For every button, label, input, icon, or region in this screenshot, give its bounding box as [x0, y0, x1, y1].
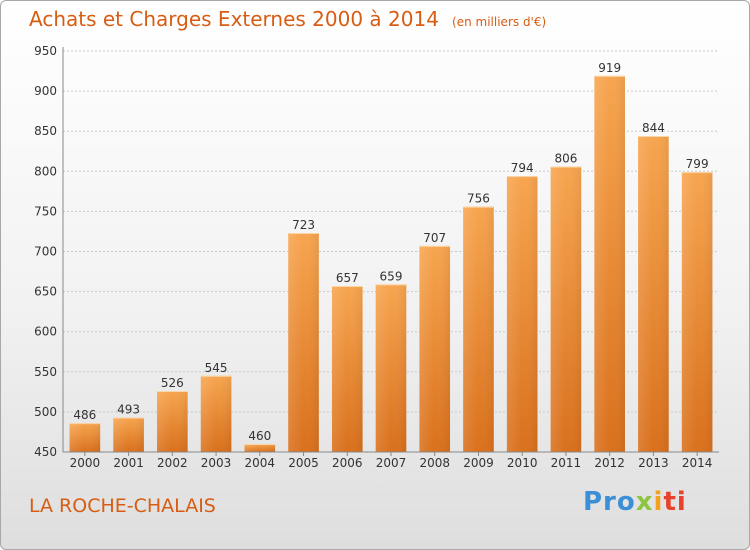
bar-shade-2014	[681, 172, 713, 453]
x-tick-label-2003: 2003	[201, 456, 232, 470]
bar-shade-2005	[288, 233, 319, 452]
bar-shade-2003	[200, 375, 232, 452]
x-tick-label-2002: 2002	[157, 456, 188, 470]
y-tick-label: 500	[34, 405, 57, 419]
bar-shade-2002	[157, 391, 188, 452]
value-label-2011: 806	[554, 151, 577, 165]
value-label-2006: 657	[336, 271, 359, 285]
chart-title: Achats et Charges Externes 2000 à 2014	[29, 7, 439, 31]
value-label-2012: 919	[598, 61, 621, 75]
y-tick-label: 950	[34, 44, 57, 58]
bar-shade-2013	[638, 136, 669, 452]
bar-shade-2000	[69, 423, 101, 452]
bar-shade-2010	[506, 176, 538, 452]
logo-part-2: x	[635, 487, 654, 517]
x-tick-label-2009: 2009	[463, 456, 494, 470]
bars: 486 493 526 545 460 723 657 659 707 756 794 806 919 8…	[69, 61, 713, 453]
value-label-2013: 844	[642, 121, 665, 135]
bar-shade-2006	[331, 285, 363, 452]
y-tick-label: 700	[34, 245, 57, 259]
value-label-2009: 756	[467, 192, 490, 206]
x-tick-label-2014: 2014	[682, 456, 713, 470]
logo-part-1: Pro	[583, 487, 636, 517]
chart-subtitle: (en milliers d'€)	[452, 15, 547, 29]
axes: 450 500 550 600 650 700 750 800 850 900 950 2000 200…	[34, 44, 719, 470]
value-label-2005: 723	[292, 218, 315, 232]
value-label-2004: 460	[248, 429, 271, 443]
value-label-2010: 794	[511, 161, 534, 175]
y-tick-label: 550	[34, 365, 57, 379]
bar-shade-2004	[244, 443, 276, 452]
x-tick-label-2012: 2012	[594, 456, 625, 470]
y-tick-label: 650	[34, 285, 57, 299]
value-label-2002: 526	[161, 376, 184, 390]
x-tick-label-2013: 2013	[638, 456, 669, 470]
value-label-2000: 486	[73, 408, 96, 422]
value-label-2001: 493	[117, 403, 140, 417]
value-label-2008: 707	[423, 231, 446, 245]
value-label-2003: 545	[205, 361, 228, 375]
x-tick-label-2007: 2007	[376, 456, 407, 470]
x-tick-label-2010: 2010	[507, 456, 538, 470]
logo-part-3: i	[653, 487, 664, 517]
bar-shade-2011	[550, 166, 582, 452]
x-tick-label-2001: 2001	[113, 456, 144, 470]
y-tick-label: 750	[34, 204, 57, 218]
x-tick-label-2006: 2006	[332, 456, 363, 470]
bar-shade-2008	[419, 245, 451, 452]
x-tick-label-2005: 2005	[288, 456, 319, 470]
commune-name: LA ROCHE-CHALAIS	[29, 495, 216, 517]
bar-shade-2012	[594, 75, 625, 452]
bar-shade-2009	[463, 206, 494, 452]
y-tick-label: 600	[34, 325, 57, 339]
value-label-2007: 659	[380, 269, 403, 283]
y-tick-label: 850	[34, 124, 57, 138]
logo-part-4: ti	[663, 487, 687, 517]
proxiti-logo[interactable]: Proxiti	[583, 487, 687, 517]
bar-shade-2007	[375, 284, 407, 452]
y-tick-label: 900	[34, 84, 57, 98]
value-label-2014: 799	[686, 157, 709, 171]
y-tick-label: 800	[34, 164, 57, 178]
x-tick-label-2000: 2000	[70, 456, 101, 470]
y-tick-label: 450	[34, 445, 57, 459]
x-tick-label-2008: 2008	[419, 456, 450, 470]
x-tick-label-2004: 2004	[245, 456, 276, 470]
title-row: Achats et Charges Externes 2000 à 2014 (…	[29, 7, 546, 31]
x-tick-label-2011: 2011	[551, 456, 582, 470]
bar-shade-2001	[113, 417, 144, 452]
